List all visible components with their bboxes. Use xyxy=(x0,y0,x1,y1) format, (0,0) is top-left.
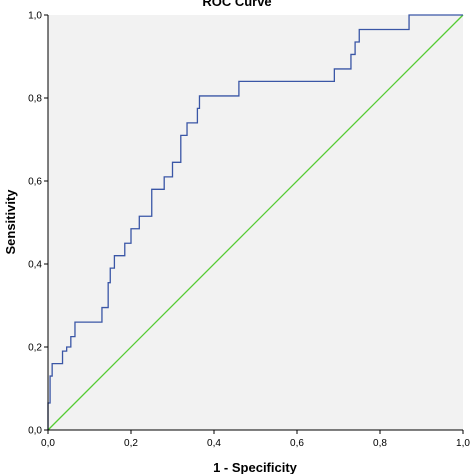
y-tick-label: 0,0 xyxy=(28,426,42,437)
x-axis-ticks: 0,0 0,2 0,4 0,6 0,8 1,0 xyxy=(41,430,470,449)
x-tick-label: 0,6 xyxy=(290,438,304,449)
x-tick-label: 1,0 xyxy=(456,438,470,449)
y-axis-ticks: 0,0 0,2 0,4 0,6 0,8 1,0 xyxy=(28,11,48,437)
y-tick-label: 0,4 xyxy=(28,260,42,271)
chart-title: ROC Curve xyxy=(202,0,271,9)
x-tick-label: 0,8 xyxy=(373,438,387,449)
y-tick-label: 1,0 xyxy=(28,11,42,22)
roc-curve-line xyxy=(47,14,463,430)
x-tick-label: 0,4 xyxy=(207,438,221,449)
chart-marks xyxy=(47,14,464,431)
y-tick-label: 0,8 xyxy=(28,94,42,105)
y-tick-label: 0,6 xyxy=(28,177,42,188)
reference-diagonal-line xyxy=(47,14,464,431)
x-axis-title: 1 - Specificity xyxy=(213,460,298,474)
y-axis-title: Sensitivity xyxy=(3,189,18,255)
x-tick-label: 0,2 xyxy=(124,438,138,449)
y-tick-label: 0,2 xyxy=(28,343,42,354)
x-tick-label: 0,0 xyxy=(41,438,55,449)
